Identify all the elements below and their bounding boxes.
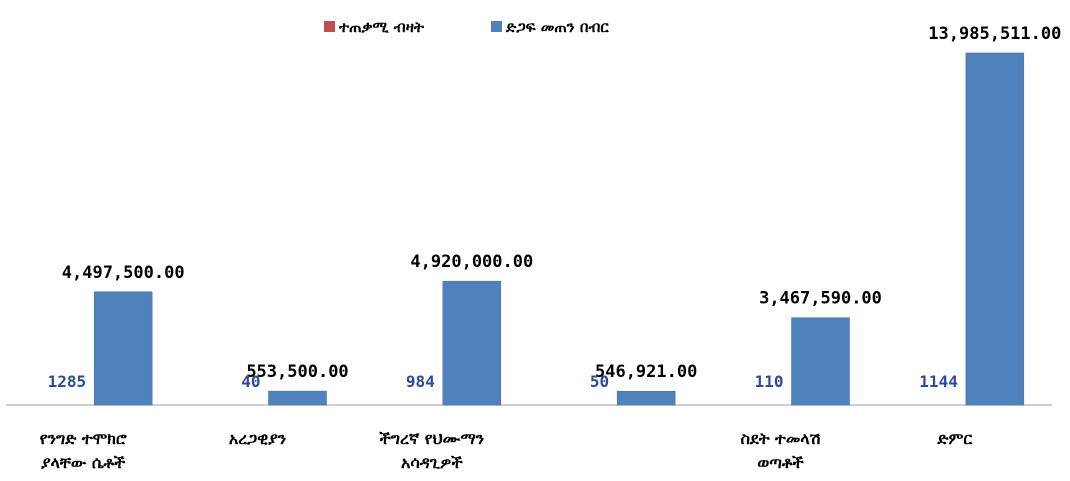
category-label-0: የንግድ ተሞክሮ ያላቸው ሴቶች (40, 429, 127, 472)
legend-label-series-2: ድጋፍ መጠን በብር (505, 18, 609, 36)
legend-swatch-series-2 (491, 21, 502, 32)
legend: ተጠቃሚ ብዛት ድጋፍ መጠን በብር (324, 18, 609, 36)
label-layer: 4,497,500.00 1285 የንግድ ተሞክሮ ያላቸው ሴቶች 553,500… (40, 24, 1062, 472)
legend-swatch-series-1 (324, 21, 335, 32)
bar-series-2-4 (791, 317, 850, 406)
value-label-series-1-2: 984 (406, 372, 435, 391)
category-label-4: ስደት ተመላሽ ወጣቶች (741, 429, 821, 472)
value-label-series-1-5: 1144 (919, 372, 958, 391)
category-label-1: አረጋዊያን (229, 429, 286, 448)
bar-series-2-0 (93, 291, 153, 406)
category-label-5: ድምር (936, 429, 973, 448)
category-label-2: ችግረኛ የህሙማን አሳዳጊዎች (378, 429, 484, 472)
value-label-series-2-2: 4,920,000.00 (410, 252, 533, 272)
bar-series-2-3 (616, 390, 676, 406)
value-label-series-1-4: 110 (755, 372, 784, 391)
bar-series-2-5 (965, 52, 1025, 406)
bar-series-2-1 (268, 390, 327, 406)
plot-area (36, 52, 1025, 406)
value-label-series-1-1: 40 (241, 372, 260, 391)
value-label-series-2-5: 13,985,511.00 (928, 24, 1061, 44)
value-label-series-2-3: 546,921.00 (595, 362, 697, 382)
bar-series-2-2 (442, 280, 502, 406)
value-label-series-1-3: 50 (590, 372, 609, 391)
value-label-series-2-1: 553,500.00 (246, 362, 348, 382)
value-label-series-2-4: 3,467,590.00 (759, 289, 882, 309)
legend-label-series-1: ተጠቃሚ ብዛት (338, 18, 425, 36)
value-label-series-2-0: 4,497,500.00 (62, 263, 185, 283)
value-label-series-1-0: 1285 (48, 372, 87, 391)
